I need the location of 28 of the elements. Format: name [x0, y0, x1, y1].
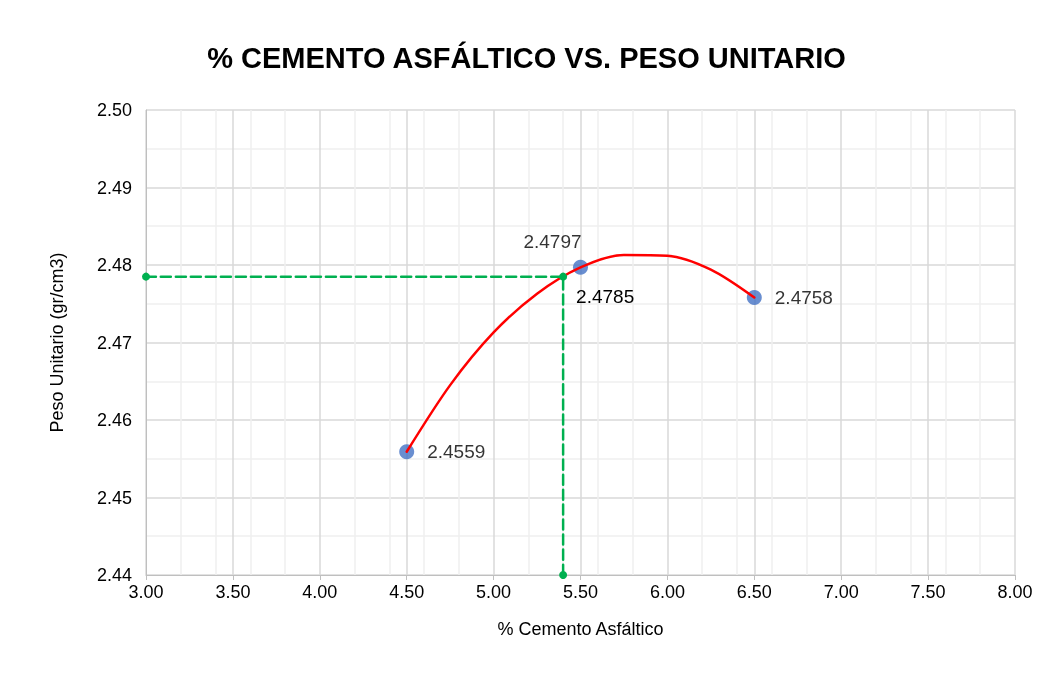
x-tick-label: 6.50 [736, 582, 772, 602]
x-tick-label: 7.50 [910, 582, 946, 602]
chart-title: % CEMENTO ASFÁLTICO VS. PESO UNITARIO [207, 40, 846, 74]
y-tick-label: 2.45 [96, 487, 132, 508]
x-tick-label: 3.50 [215, 582, 251, 602]
y-tick-label: 2.44 [96, 565, 132, 585]
y-tick-label: 2.50 [96, 100, 132, 120]
data-label: 2.4758 [774, 287, 833, 309]
point [559, 571, 568, 579]
x-tick-label: 4.00 [302, 582, 338, 602]
x-tick-label: 8.00 [997, 582, 1033, 602]
point [559, 272, 568, 281]
y-axis-title: Peso Unitario (gr/cm3) [47, 252, 67, 433]
y-tick-label: 2.46 [96, 410, 132, 430]
data-label: 2.4797 [523, 230, 582, 252]
x-tick-label: 6.00 [649, 582, 685, 602]
y-tick-label: 2.49 [96, 177, 132, 198]
x-tick-label: 5.00 [476, 582, 512, 602]
data-label: 2.4559 [427, 441, 486, 463]
x-tick-label: 3.00 [128, 582, 164, 602]
x-tick-label: 4.50 [389, 582, 425, 602]
x-tick-label: 5.50 [562, 582, 599, 602]
x-tick-label: 7.00 [823, 582, 859, 602]
y-tick-label: 2.48 [96, 255, 132, 275]
y-tick-label: 2.47 [96, 332, 132, 353]
data-label: 2.4785 [576, 286, 635, 308]
x-axis-title: % Cemento Asfáltico [497, 619, 664, 639]
point [142, 272, 150, 281]
